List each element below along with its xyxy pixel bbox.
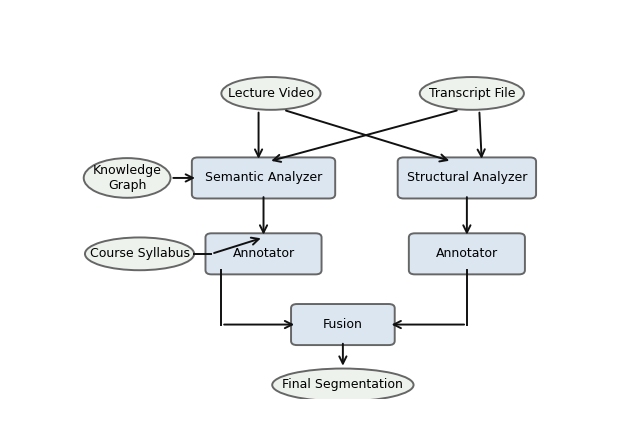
Text: Fusion: Fusion bbox=[323, 318, 363, 331]
FancyBboxPatch shape bbox=[409, 233, 525, 274]
Text: Transcript File: Transcript File bbox=[429, 87, 515, 100]
Ellipse shape bbox=[420, 77, 524, 110]
FancyBboxPatch shape bbox=[397, 157, 536, 198]
Text: Semantic Analyzer: Semantic Analyzer bbox=[205, 172, 322, 185]
Ellipse shape bbox=[272, 369, 413, 401]
Text: Final Segmentation: Final Segmentation bbox=[282, 379, 403, 392]
Ellipse shape bbox=[221, 77, 321, 110]
Text: Knowledge
Graph: Knowledge Graph bbox=[93, 164, 161, 192]
FancyBboxPatch shape bbox=[291, 304, 395, 345]
Ellipse shape bbox=[85, 237, 194, 270]
Text: Structural Analyzer: Structural Analyzer bbox=[406, 172, 527, 185]
Ellipse shape bbox=[84, 158, 170, 198]
Text: Annotator: Annotator bbox=[436, 247, 498, 260]
Text: Course Syllabus: Course Syllabus bbox=[90, 247, 189, 260]
Text: Lecture Video: Lecture Video bbox=[228, 87, 314, 100]
Text: Annotator: Annotator bbox=[232, 247, 294, 260]
FancyBboxPatch shape bbox=[205, 233, 321, 274]
FancyBboxPatch shape bbox=[192, 157, 335, 198]
